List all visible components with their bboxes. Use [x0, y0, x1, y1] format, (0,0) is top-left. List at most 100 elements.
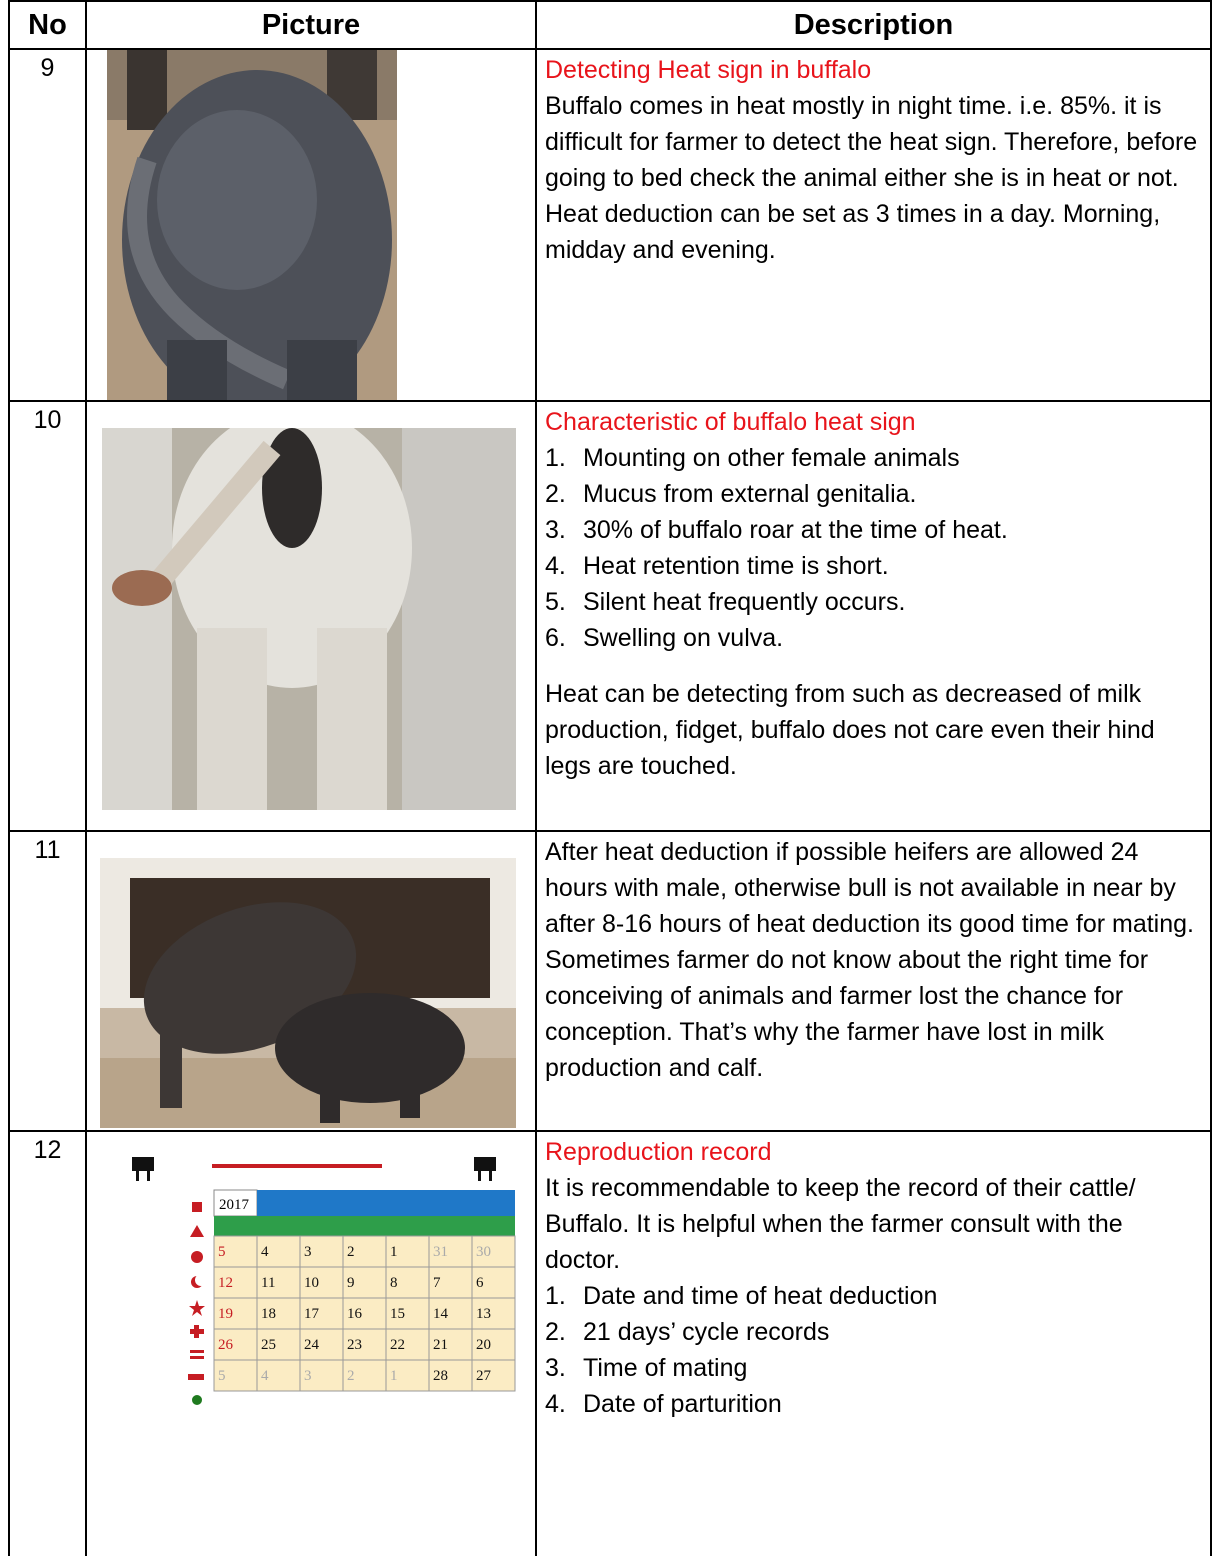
- row-number: 9: [8, 48, 87, 402]
- calendar-day: 8: [390, 1275, 398, 1291]
- section-title: Reproduction record: [545, 1138, 772, 1166]
- row: 11 After heat deduction if possible heif…: [8, 830, 1212, 1132]
- calendar-day: 18: [261, 1306, 276, 1322]
- calendar-day: 7: [433, 1275, 441, 1291]
- calendar-cell: [256, 1359, 301, 1392]
- list-text: Mucus from external genitalia.: [583, 480, 917, 508]
- picture-cell: [85, 830, 537, 1132]
- row-number: 11: [8, 830, 87, 1132]
- calendar-day: 16: [347, 1306, 363, 1322]
- calendar-year: 2017: [219, 1197, 250, 1213]
- calendar-day: 6: [476, 1275, 484, 1291]
- calendar-cell: [213, 1328, 258, 1361]
- list-text: Mounting on other female animals: [583, 444, 960, 472]
- list-marker: 1.: [545, 1282, 566, 1310]
- calendar-day: 20: [476, 1337, 491, 1353]
- calendar-day: 10: [304, 1275, 319, 1291]
- calendar-day: 31: [433, 1244, 448, 1260]
- picture-cell: [85, 48, 537, 402]
- calendar-day: 2: [347, 1368, 355, 1384]
- calendar-day: 19: [218, 1306, 233, 1322]
- list-item: 2. 21 days’ cycle records: [545, 1314, 1202, 1350]
- calendar-cell: [342, 1266, 387, 1299]
- list-marker: 2.: [545, 1318, 566, 1346]
- calendar-cell: [428, 1359, 473, 1392]
- calendar-month-bar: [257, 1190, 515, 1216]
- picture-cell: 2017 5 4 3 2 1 31 30 12 11 10 9 8 7 6 19 18 17 16 15 14 13 26 2…: [85, 1130, 537, 1556]
- list-text: Date and time of heat deduction: [583, 1282, 938, 1310]
- calendar-cell: [299, 1359, 344, 1392]
- list-item: 2. Mucus from external genitalia.: [545, 476, 1202, 512]
- photo-buffalo-rear: [102, 428, 516, 810]
- calendar-day: 23: [347, 1337, 362, 1353]
- list-text: 21 days’ cycle records: [583, 1318, 830, 1346]
- list-marker: 1.: [545, 444, 566, 472]
- calendar-day: 5: [218, 1244, 226, 1260]
- list-item: 3. Time of mating: [545, 1350, 1202, 1386]
- calendar-cell: [471, 1359, 516, 1392]
- description-cell: Characteristic of buffalo heat sign 1. Mou…: [535, 400, 1212, 832]
- calendar-day: 28: [433, 1368, 448, 1384]
- calendar-day: 15: [390, 1306, 405, 1322]
- photo-buffalo-mating: [100, 858, 516, 1128]
- calendar-day: 4: [261, 1244, 269, 1260]
- calendar-day: 11: [261, 1275, 275, 1291]
- document-table: No Picture Description 9 Dete: [8, 0, 1212, 1556]
- calendar-cell: [213, 1235, 258, 1268]
- description-cell: Reproduction record It is recommendable t…: [535, 1130, 1212, 1556]
- calendar-day: 2: [347, 1244, 355, 1260]
- list-marker: 6.: [545, 624, 566, 652]
- calendar-day: 27: [476, 1368, 492, 1384]
- header-description: Description: [535, 0, 1212, 50]
- calendar-cell: [428, 1266, 473, 1299]
- calendar-cell: [342, 1328, 387, 1361]
- list-marker: 3.: [545, 516, 566, 544]
- calendar-year-box: [213, 1189, 258, 1217]
- calendar-cell: [256, 1297, 301, 1330]
- list-marker: 2.: [545, 480, 566, 508]
- list-item: 3. 30% of buffalo roar at the time of hea…: [545, 512, 1202, 548]
- header-row: No Picture Description: [8, 0, 1212, 50]
- calendar-cell: [385, 1328, 430, 1361]
- calendar-cell: [342, 1359, 387, 1392]
- list-text: Silent heat frequently occurs.: [583, 588, 906, 616]
- calendar-cell: [471, 1266, 516, 1299]
- list-marker: 4.: [545, 1390, 566, 1418]
- list-item: 1. Mounting on other female animals: [545, 440, 1202, 476]
- calendar-day: 12: [218, 1275, 233, 1291]
- calendar-day: 4: [261, 1368, 269, 1384]
- section-title: Detecting Heat sign in buffalo: [545, 56, 872, 84]
- calendar-cell: [471, 1235, 516, 1268]
- calendar-day: 1: [390, 1368, 398, 1384]
- list-text: Date of parturition: [583, 1390, 782, 1418]
- description-cell: After heat deduction if possible heifers…: [535, 830, 1212, 1132]
- calendar-day: 3: [304, 1244, 312, 1260]
- calendar-cell: [471, 1328, 516, 1361]
- calendar-day: 1: [390, 1244, 398, 1260]
- calendar-day: 17: [304, 1306, 320, 1322]
- calendar-cell: [342, 1235, 387, 1268]
- calendar-cell: [428, 1297, 473, 1330]
- spacer: [545, 656, 1202, 676]
- calendar-day: 9: [347, 1275, 355, 1291]
- row: 12: [8, 1130, 1212, 1556]
- calendar-day: 21: [433, 1337, 448, 1353]
- list-text: Heat retention time is short.: [583, 552, 889, 580]
- calendar-day: 24: [304, 1337, 320, 1353]
- photo-buffalo: [107, 50, 397, 400]
- row-number: 10: [8, 400, 87, 832]
- list-marker: 5.: [545, 588, 566, 616]
- list-item: 1. Date and time of heat deduction: [545, 1278, 1202, 1314]
- list-marker: 3.: [545, 1354, 566, 1382]
- calendar-cell: [256, 1266, 301, 1299]
- list-text: Swelling on vulva.: [583, 624, 784, 652]
- calendar-cell: [299, 1266, 344, 1299]
- paragraph: After heat deduction if possible heifers…: [545, 838, 1194, 1082]
- header-picture: Picture: [85, 0, 537, 50]
- row-number: 12: [8, 1130, 87, 1556]
- paragraph: Heat can be detecting from such as decre…: [545, 680, 1155, 780]
- calendar-day: 5: [218, 1368, 226, 1384]
- calendar-day: 14: [433, 1306, 449, 1322]
